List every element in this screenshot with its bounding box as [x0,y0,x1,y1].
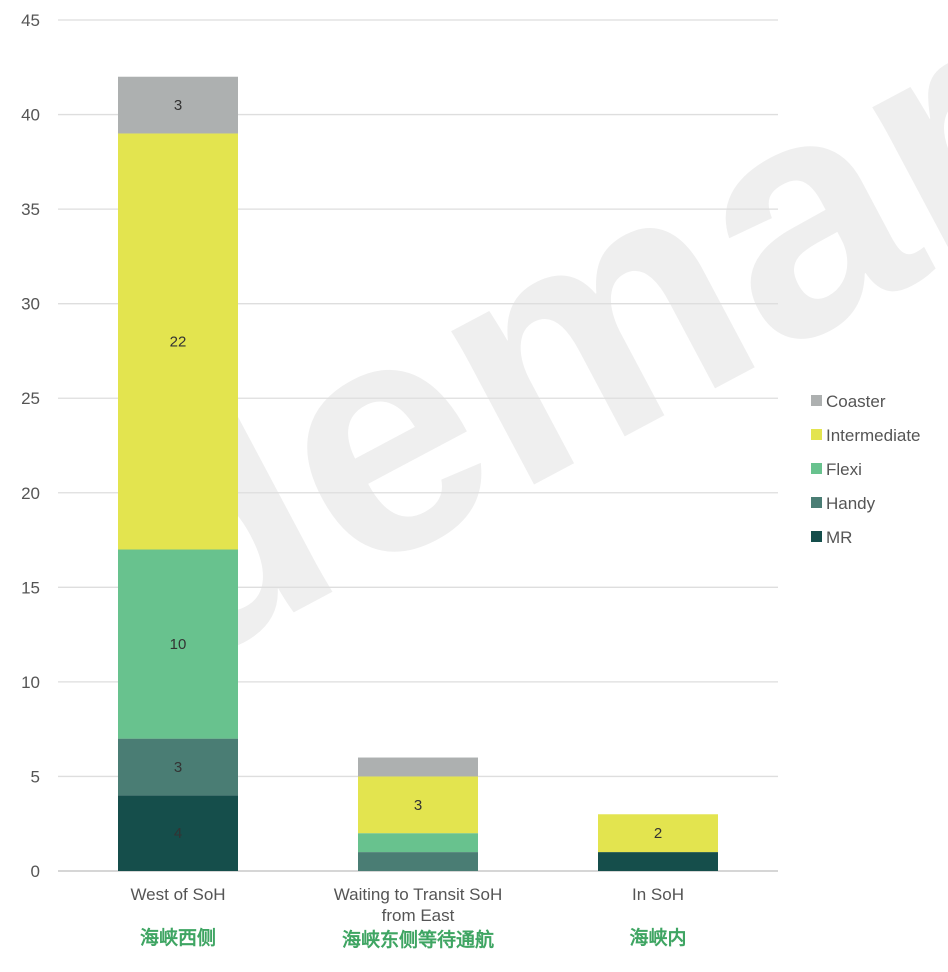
data-label: 10 [170,636,187,653]
bar-segment [118,549,238,739]
data-label: 3 [174,97,182,114]
legend-swatch [811,395,822,406]
x-tick-label: from East [382,906,455,925]
bar-segment [358,833,478,853]
data-label: 22 [170,333,187,350]
x-tick-label: West of SoH [130,885,225,904]
legend-label: Intermediate [826,426,921,445]
bar-segment [598,814,718,853]
y-tick-label: 30 [21,295,40,314]
x-axis: West of SoH 海峡西侧 Waiting to Transit SoH fro… [130,885,686,951]
bar-segment [598,852,718,871]
y-tick-label: 35 [21,200,40,219]
y-tick-label: 10 [21,673,40,692]
y-tick-label: 40 [21,106,40,125]
y-tick-label: 15 [21,578,40,597]
legend-swatch [811,429,822,440]
x-category-subtitle: 海峡东侧等待通航 [342,928,494,951]
legend-label: Coaster [826,392,886,411]
legend-label: Flexi [826,460,862,479]
bar-segment [118,133,238,550]
x-tick-label: In SoH [632,885,684,904]
data-label: 3 [414,797,422,814]
bar-segment [358,852,478,871]
y-axis: 0 5 10 15 20 25 30 35 40 45 [21,11,40,881]
legend-swatch [811,463,822,474]
legend: Coaster Intermediate Flexi Handy MR [811,392,921,547]
data-label: 4 [174,825,182,842]
data-label: 2 [654,825,662,842]
bar-segment [358,776,478,834]
bar-segment [118,795,238,871]
x-tick-label: Waiting to Transit SoH [334,885,503,904]
bar-segment [118,738,238,796]
x-category-subtitle: 海峡内 [629,926,686,949]
legend-swatch [811,531,822,542]
y-tick-label: 25 [21,389,40,408]
bar-segment [118,76,238,134]
data-label: 3 [174,759,182,776]
x-category-subtitle: 海峡西侧 [140,926,216,949]
legend-label: Handy [826,494,876,513]
legend-label: MR [826,528,852,547]
bars: 4 3 10 22 3 3 2 [118,76,718,871]
legend-swatch [811,497,822,508]
y-tick-label: 45 [21,11,40,30]
y-tick-label: 20 [21,484,40,503]
y-tick-label: 5 [31,767,40,786]
y-tick-label: 0 [31,862,40,881]
bar-segment [358,757,478,777]
